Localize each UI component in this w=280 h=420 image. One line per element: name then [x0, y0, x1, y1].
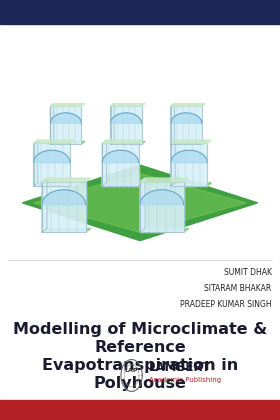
Polygon shape	[171, 140, 211, 143]
Polygon shape	[171, 142, 205, 144]
Polygon shape	[50, 104, 85, 106]
Polygon shape	[171, 183, 211, 186]
Polygon shape	[34, 150, 70, 163]
Text: LAP: LAP	[125, 368, 138, 373]
Text: LAMBERT: LAMBERT	[149, 362, 211, 374]
Bar	[0, 0, 280, 24]
Polygon shape	[50, 142, 85, 144]
Polygon shape	[140, 178, 145, 232]
Bar	[0, 400, 280, 420]
Polygon shape	[102, 150, 139, 163]
Text: PRADEEP KUMAR SINGH: PRADEEP KUMAR SINGH	[180, 300, 272, 309]
Polygon shape	[102, 140, 106, 186]
Polygon shape	[111, 104, 145, 106]
Polygon shape	[102, 143, 139, 186]
Polygon shape	[171, 104, 205, 106]
Polygon shape	[50, 106, 81, 144]
Polygon shape	[102, 183, 143, 186]
Polygon shape	[42, 178, 91, 182]
Polygon shape	[42, 178, 47, 232]
Polygon shape	[171, 150, 207, 163]
Text: Modelling of Microclimate &
Reference
Evapotranspiration in
Polyhouse: Modelling of Microclimate & Reference Ev…	[13, 322, 267, 391]
Polygon shape	[140, 178, 189, 182]
Polygon shape	[171, 140, 175, 186]
Polygon shape	[140, 182, 184, 232]
Polygon shape	[102, 140, 143, 143]
Polygon shape	[171, 143, 207, 186]
Polygon shape	[111, 106, 142, 144]
Text: SITARAM BHAKAR: SITARAM BHAKAR	[204, 284, 272, 293]
Polygon shape	[34, 140, 38, 186]
Polygon shape	[34, 143, 70, 186]
Polygon shape	[140, 228, 189, 232]
Polygon shape	[50, 104, 54, 144]
Polygon shape	[42, 190, 86, 205]
Polygon shape	[34, 183, 74, 186]
Polygon shape	[140, 190, 184, 205]
Polygon shape	[34, 140, 74, 143]
Polygon shape	[42, 182, 86, 232]
Polygon shape	[111, 113, 142, 123]
Bar	[0, 24, 280, 257]
Polygon shape	[171, 106, 202, 144]
Polygon shape	[34, 173, 246, 232]
Polygon shape	[171, 113, 202, 123]
Text: Academic Publishing: Academic Publishing	[149, 377, 221, 383]
Polygon shape	[42, 228, 91, 232]
Polygon shape	[111, 104, 114, 144]
Polygon shape	[111, 142, 145, 144]
Text: SUMIT DHAK: SUMIT DHAK	[224, 268, 272, 277]
Polygon shape	[50, 113, 81, 123]
Polygon shape	[171, 104, 174, 144]
Polygon shape	[22, 165, 258, 241]
